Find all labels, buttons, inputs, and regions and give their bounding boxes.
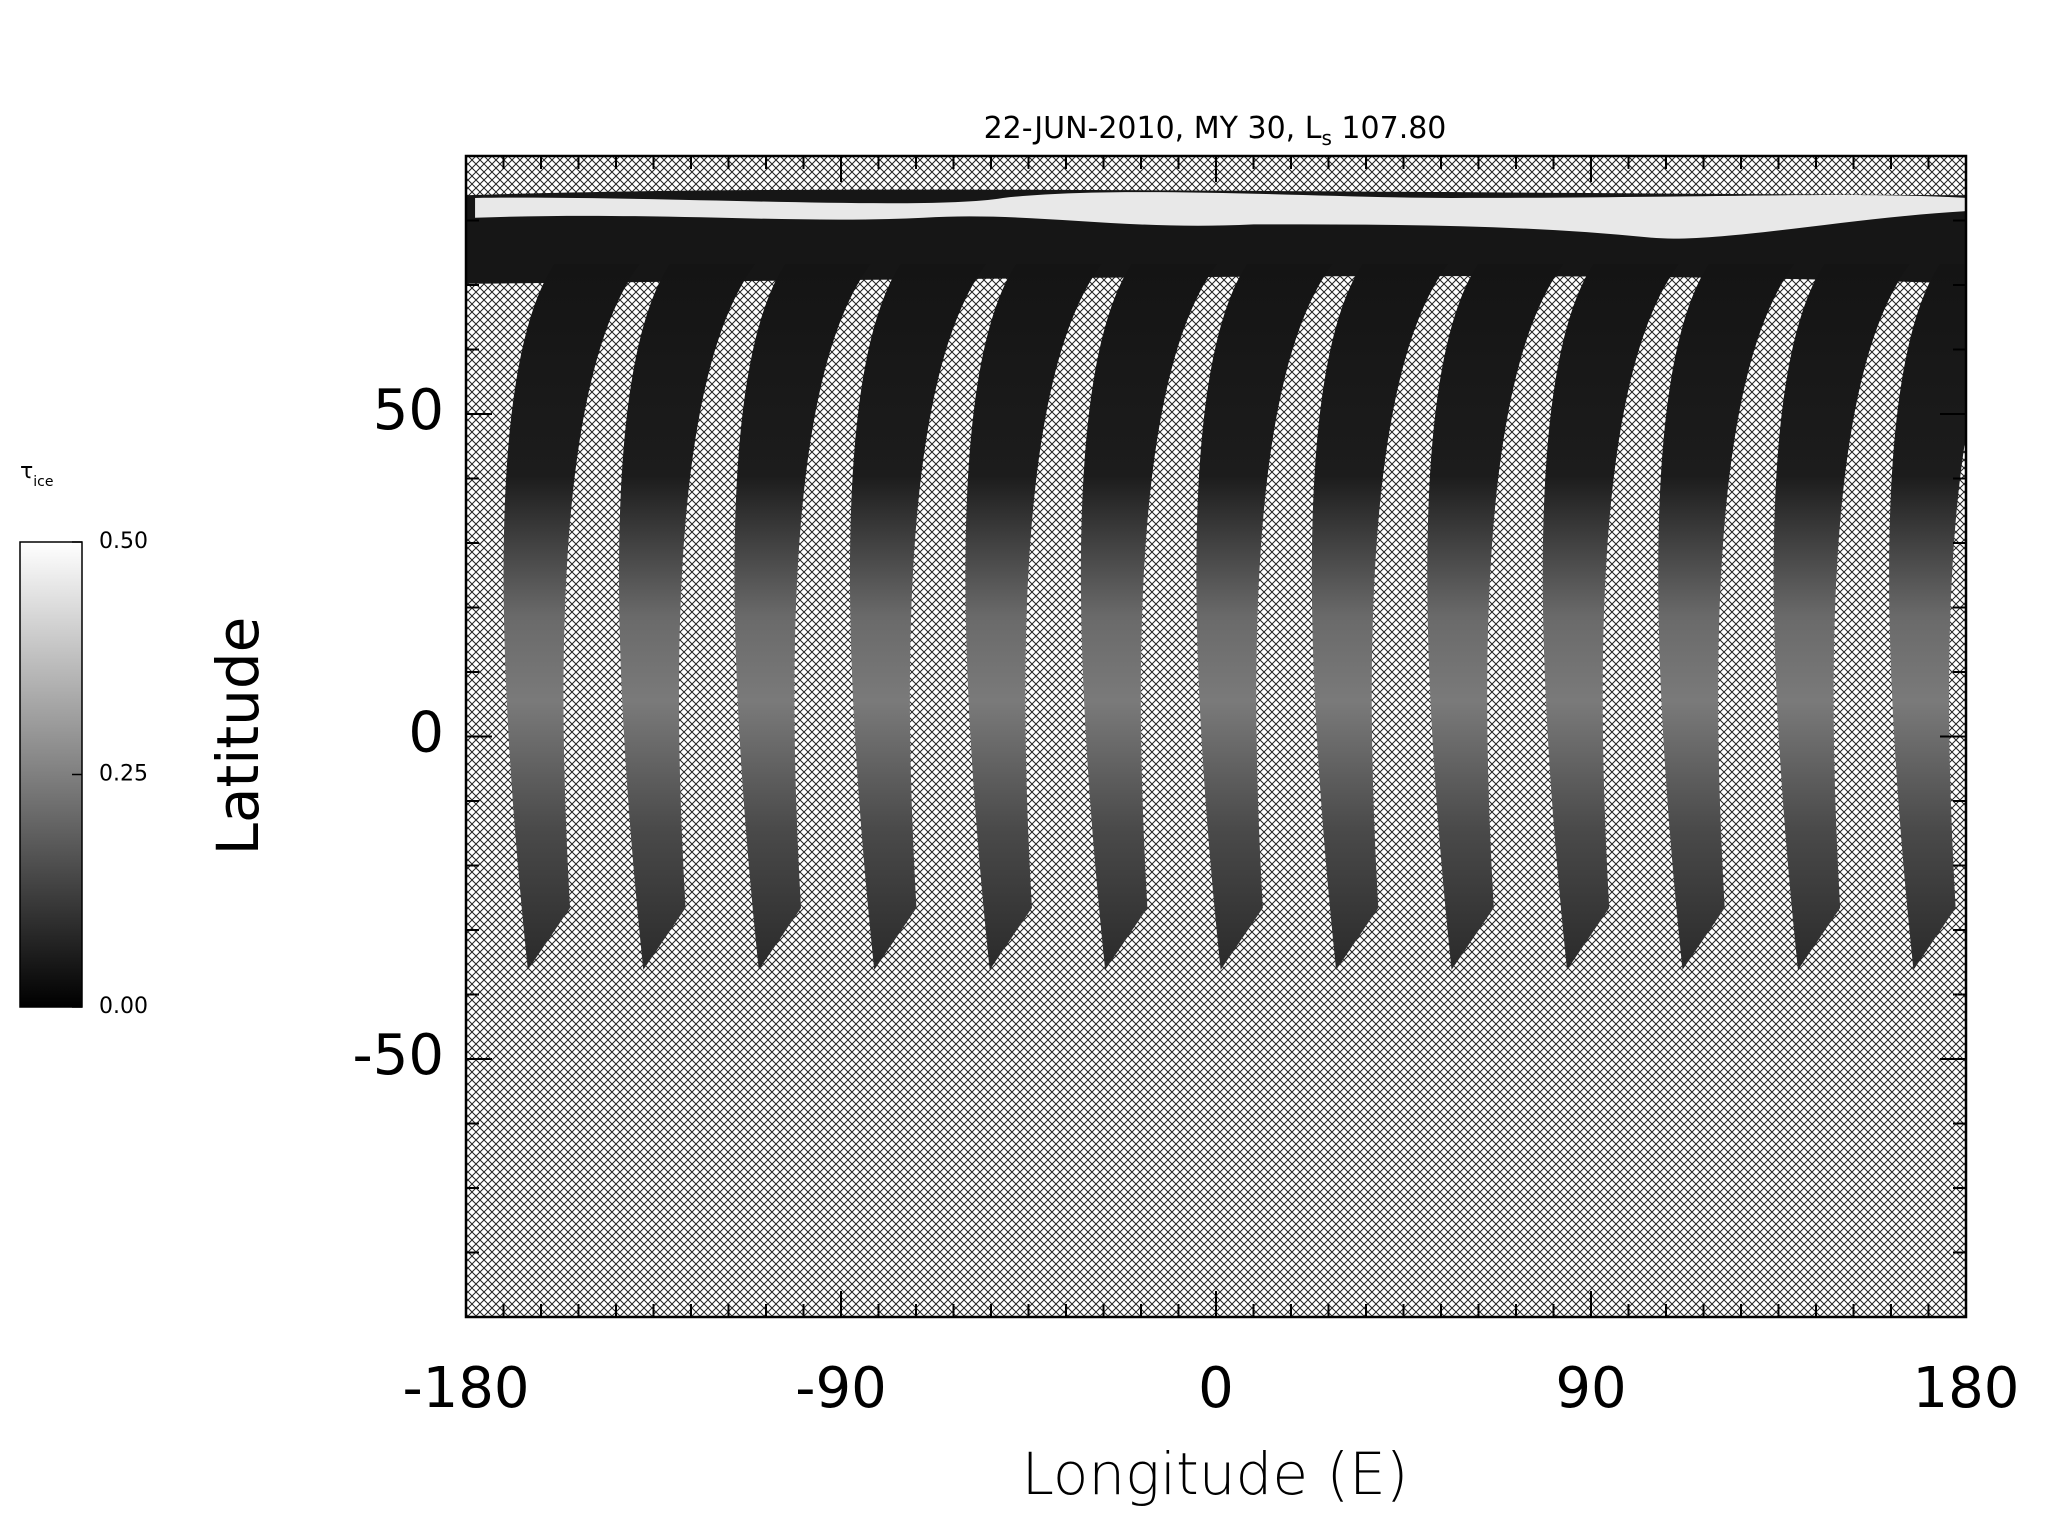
map-image (466, 156, 1966, 1317)
colorbar-label: τice (20, 459, 53, 490)
swath (849, 263, 987, 970)
axes (465, 156, 1967, 1317)
swaths (466, 189, 1966, 970)
swath (734, 263, 871, 970)
swath (1773, 263, 1911, 970)
colorbar (19, 541, 83, 1008)
swath (1311, 263, 1449, 970)
x-tick-label: -90 (795, 1356, 886, 1421)
chart-title: 22-JUN-2010, MY 30, Ls 107.80 (984, 111, 1447, 150)
swath (503, 263, 641, 970)
x-axis-label: Longitude (E) (1022, 1440, 1409, 1508)
x-tick-label: -180 (402, 1356, 529, 1421)
y-tick-label: 0 (408, 701, 444, 766)
title-suffix: 107.80 (1332, 111, 1447, 146)
colorbar-tick-label: 0.00 (99, 994, 148, 1019)
swath (1427, 263, 1564, 970)
swath (1542, 263, 1680, 970)
title-text: 22-JUN-2010, MY 30, L (984, 111, 1322, 146)
colorbar-tick-label: 0.50 (99, 529, 148, 554)
swath (1658, 263, 1795, 970)
x-tick-label: 0 (1198, 1356, 1234, 1421)
colorbar-tick-label: 0.25 (99, 762, 148, 787)
polar-cap (475, 192, 1966, 239)
colorbar-label-text: τ (20, 459, 33, 484)
y-tick-label: -50 (353, 1023, 444, 1088)
colorbar-label-subscript: ice (33, 474, 53, 490)
swath (619, 263, 756, 970)
x-tick-label: 180 (1913, 1356, 2020, 1421)
y-axis-label: Latitude (204, 617, 272, 856)
x-tick-label: 90 (1555, 1356, 1626, 1421)
y-tick-label: 50 (373, 378, 444, 443)
swath (1889, 263, 1966, 970)
swath (965, 263, 1102, 970)
swath (1196, 263, 1333, 970)
swath (1080, 263, 1218, 970)
title-subscript: s (1321, 126, 1331, 150)
